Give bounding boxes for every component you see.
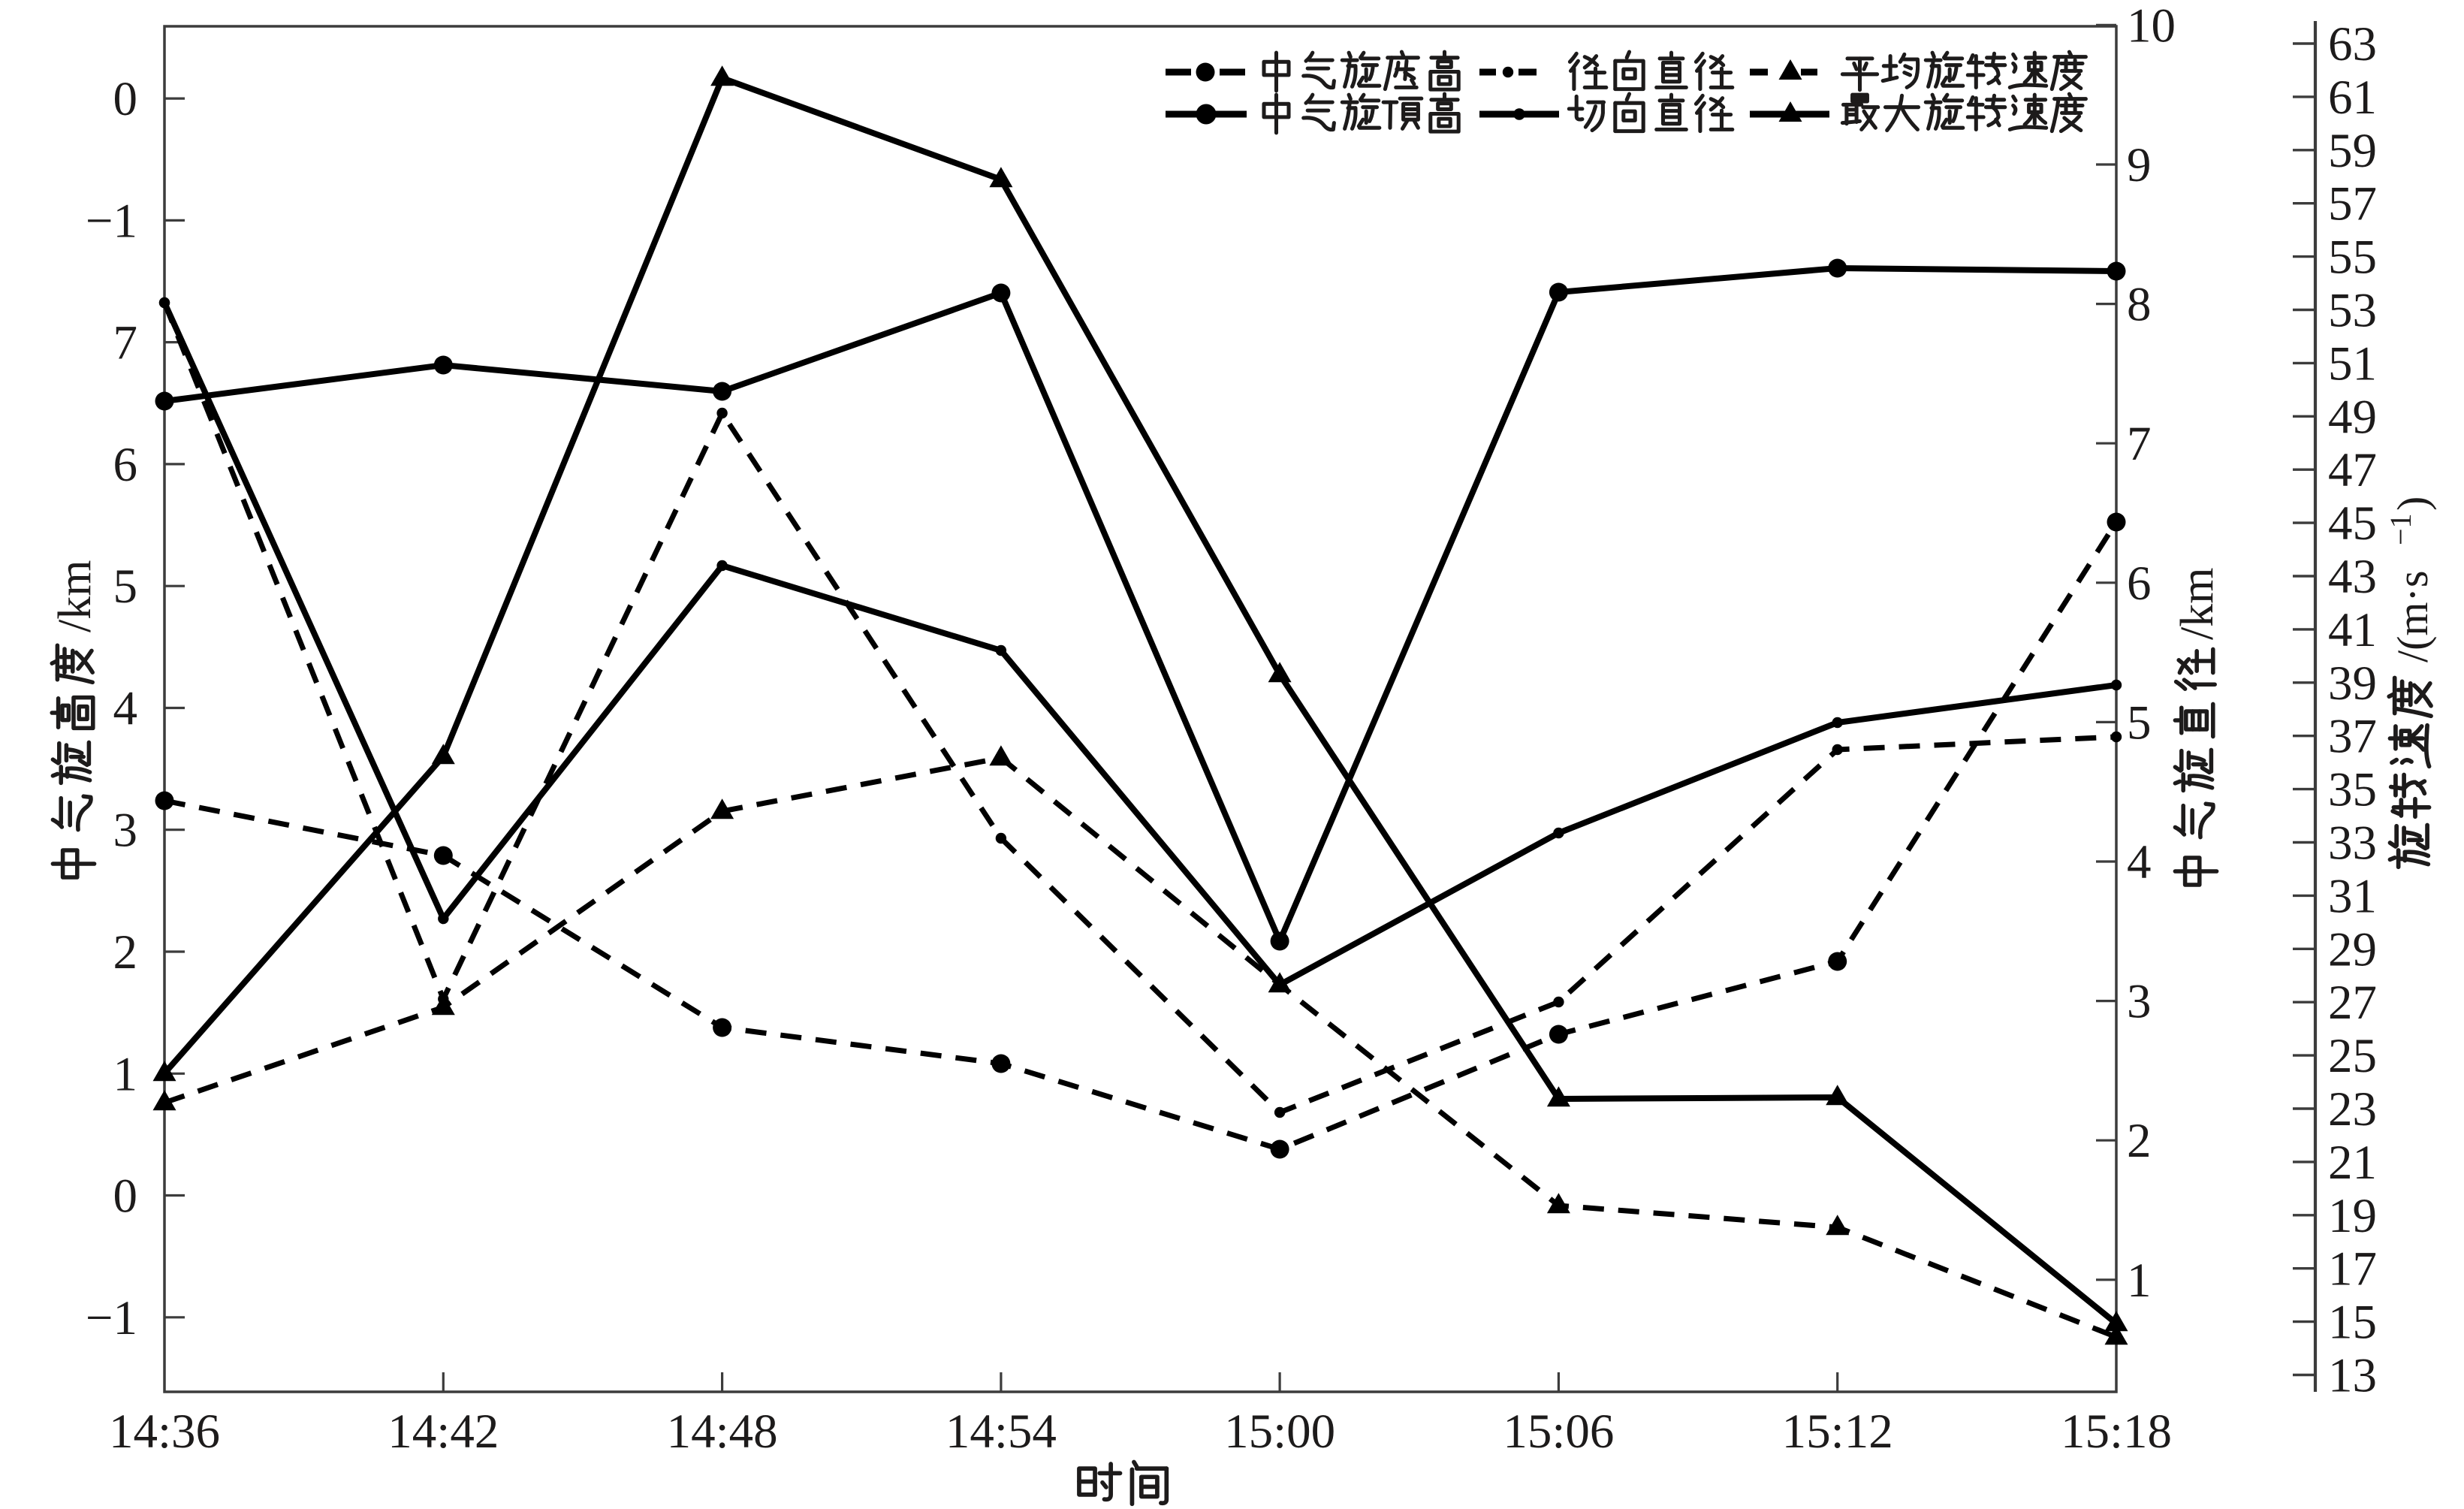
svg-text:2: 2 xyxy=(113,925,138,979)
svg-text:14:54: 14:54 xyxy=(945,1405,1057,1459)
svg-text:14:48: 14:48 xyxy=(667,1405,778,1459)
svg-text:35: 35 xyxy=(2328,763,2377,817)
svg-text:1: 1 xyxy=(2127,1254,2152,1308)
svg-text:49: 49 xyxy=(2328,390,2377,444)
svg-text:55: 55 xyxy=(2328,231,2377,285)
svg-text:/(m·s: /(m·s xyxy=(2388,571,2437,662)
svg-text:15:06: 15:06 xyxy=(1503,1405,1614,1459)
svg-text:0: 0 xyxy=(113,1169,138,1224)
svg-text:13: 13 xyxy=(2328,1349,2377,1403)
svg-text:): ) xyxy=(2388,496,2437,511)
svg-text:7: 7 xyxy=(2127,417,2152,471)
svg-text:63: 63 xyxy=(2328,17,2377,71)
svg-text:23: 23 xyxy=(2328,1082,2377,1136)
svg-text:45: 45 xyxy=(2328,496,2377,551)
svg-text:19: 19 xyxy=(2328,1189,2377,1243)
svg-text:3: 3 xyxy=(2127,975,2152,1029)
svg-text:0: 0 xyxy=(113,72,138,126)
svg-text:27: 27 xyxy=(2328,976,2377,1030)
svg-text:15: 15 xyxy=(2328,1296,2377,1350)
svg-text:−1: −1 xyxy=(2384,513,2417,545)
svg-text:5: 5 xyxy=(113,560,138,614)
svg-text:/km: /km xyxy=(50,560,101,632)
svg-text:57: 57 xyxy=(2328,177,2377,231)
svg-text:15:00: 15:00 xyxy=(1224,1405,1335,1459)
svg-text:−1: −1 xyxy=(86,1291,137,1345)
svg-text:10: 10 xyxy=(2127,0,2176,53)
svg-text:1: 1 xyxy=(113,1047,138,1101)
svg-text:8: 8 xyxy=(2127,278,2152,332)
svg-text:33: 33 xyxy=(2328,816,2377,871)
svg-text:47: 47 xyxy=(2328,443,2377,497)
svg-text:6: 6 xyxy=(2127,557,2152,611)
svg-text:43: 43 xyxy=(2328,550,2377,604)
svg-text:59: 59 xyxy=(2328,124,2377,178)
svg-text:5: 5 xyxy=(2127,696,2152,750)
svg-text:14:36: 14:36 xyxy=(109,1405,220,1459)
svg-text:4: 4 xyxy=(2127,835,2152,889)
svg-text:3: 3 xyxy=(113,804,138,858)
svg-text:53: 53 xyxy=(2328,284,2377,338)
svg-text:37: 37 xyxy=(2328,710,2377,764)
svg-text:−1: −1 xyxy=(86,194,137,248)
svg-text:25: 25 xyxy=(2328,1029,2377,1083)
svg-text:/km: /km xyxy=(2172,568,2223,640)
svg-text:29: 29 xyxy=(2328,922,2377,976)
svg-text:41: 41 xyxy=(2328,603,2377,657)
svg-text:2: 2 xyxy=(2127,1114,2152,1168)
svg-text:39: 39 xyxy=(2328,656,2377,711)
svg-text:21: 21 xyxy=(2328,1136,2377,1190)
svg-text:31: 31 xyxy=(2328,869,2377,923)
svg-text:6: 6 xyxy=(113,438,138,492)
svg-text:61: 61 xyxy=(2328,71,2377,125)
svg-text:15:12: 15:12 xyxy=(1782,1405,1893,1459)
svg-text:9: 9 xyxy=(2127,138,2152,192)
svg-text:15:18: 15:18 xyxy=(2061,1405,2172,1459)
svg-text:7: 7 xyxy=(113,316,138,370)
svg-text:14:42: 14:42 xyxy=(388,1405,499,1459)
svg-text:17: 17 xyxy=(2328,1242,2377,1296)
svg-text:4: 4 xyxy=(113,682,138,736)
svg-text:51: 51 xyxy=(2328,337,2377,391)
